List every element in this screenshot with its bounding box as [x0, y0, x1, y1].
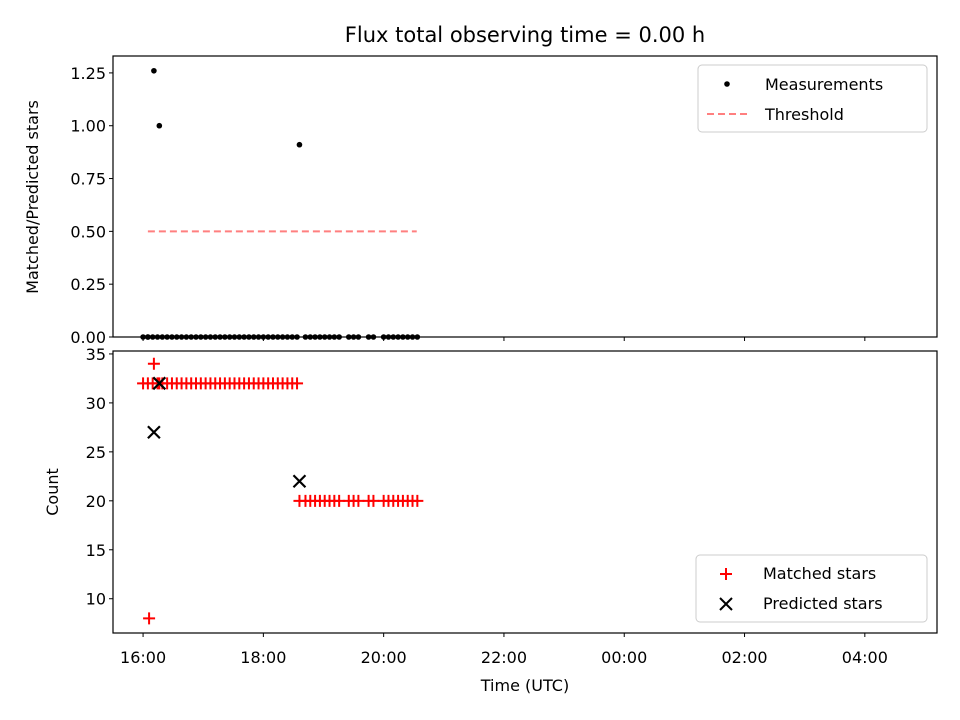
top-y-tick-label: 0.75	[70, 170, 106, 189]
bottom-panel-frame	[112, 350, 938, 634]
predicted-stars-point	[152, 376, 167, 391]
matched-stars-point	[143, 612, 156, 625]
x-tick-label: 18:00	[240, 648, 286, 667]
bottom-y-tick-label: 25	[86, 443, 106, 462]
bottom-panel-ticks: 10 15 20 25 30 35 16:00 18:00 20:00 22:00 00:00 02:…	[86, 345, 888, 667]
bottom-y-tick-label: 10	[86, 590, 106, 609]
x-tick-label: 02:00	[721, 648, 767, 667]
matched-stars-point	[411, 494, 424, 507]
bottom-panel-marks	[137, 357, 424, 625]
bottom-legend-box	[695, 554, 928, 623]
legend-label-matched-stars: Matched stars	[763, 564, 876, 583]
matched-stars-point	[291, 377, 304, 390]
top-panel: 0.00 0.25 0.50 0.75 1.00 1.25 Matched/Predict…	[23, 55, 938, 347]
top-y-tick-label: 1.25	[70, 64, 106, 83]
top-y-tick-label: 1.00	[70, 117, 106, 136]
bottom-y-tick-label: 30	[86, 394, 106, 413]
bottom-y-axis-label: Count	[43, 468, 62, 516]
legend-label-threshold: Threshold	[764, 105, 844, 124]
top-panel-ticks: 0.00 0.25 0.50 0.75 1.00 1.25	[70, 64, 866, 347]
predicted-stars-point	[147, 425, 161, 440]
bottom-panel: 10 15 20 25 30 35 16:00 18:00 20:00 22:00 00:00 02:…	[43, 345, 938, 695]
legend-label-predicted-stars: Predicted stars	[763, 594, 883, 613]
matched-stars-point	[147, 357, 160, 370]
top-panel-marks	[140, 67, 421, 340]
predicted-stars-point	[292, 474, 307, 489]
matched-stars-point	[352, 494, 365, 507]
x-axis-label: Time (UTC)	[480, 676, 569, 695]
measurements-point	[156, 122, 163, 129]
legend-marker-matched-stars	[720, 568, 732, 580]
bottom-y-tick-label: 15	[86, 541, 106, 560]
top-y-tick-label: 0.00	[70, 328, 106, 347]
measurements-point	[151, 67, 157, 74]
x-tick-label: 00:00	[601, 648, 647, 667]
top-y-tick-label: 0.50	[70, 222, 106, 241]
bottom-y-tick-label: 20	[86, 492, 106, 511]
bottom-legend: Matched stars Predicted stars	[695, 554, 928, 623]
measurements-point	[296, 141, 303, 148]
top-y-tick-label: 0.25	[70, 275, 106, 294]
legend-marker-predicted-stars	[719, 597, 733, 611]
matched-stars-point	[367, 494, 380, 507]
x-tick-label: 04:00	[842, 648, 888, 667]
legend-marker-measurements	[724, 81, 730, 87]
x-tick-label: 20:00	[361, 648, 407, 667]
top-legend-box	[697, 64, 928, 133]
bottom-y-tick-label: 35	[86, 345, 106, 364]
top-y-axis-label: Matched/Predicted stars	[23, 100, 42, 294]
top-panel-frame	[112, 55, 938, 338]
chart-title: Flux total observing time = 0.00 h	[345, 23, 705, 47]
legend-label-measurements: Measurements	[765, 75, 883, 94]
top-legend: Measurements Threshold	[697, 64, 928, 133]
x-tick-label: 16:00	[120, 648, 166, 667]
x-tick-label: 22:00	[481, 648, 527, 667]
